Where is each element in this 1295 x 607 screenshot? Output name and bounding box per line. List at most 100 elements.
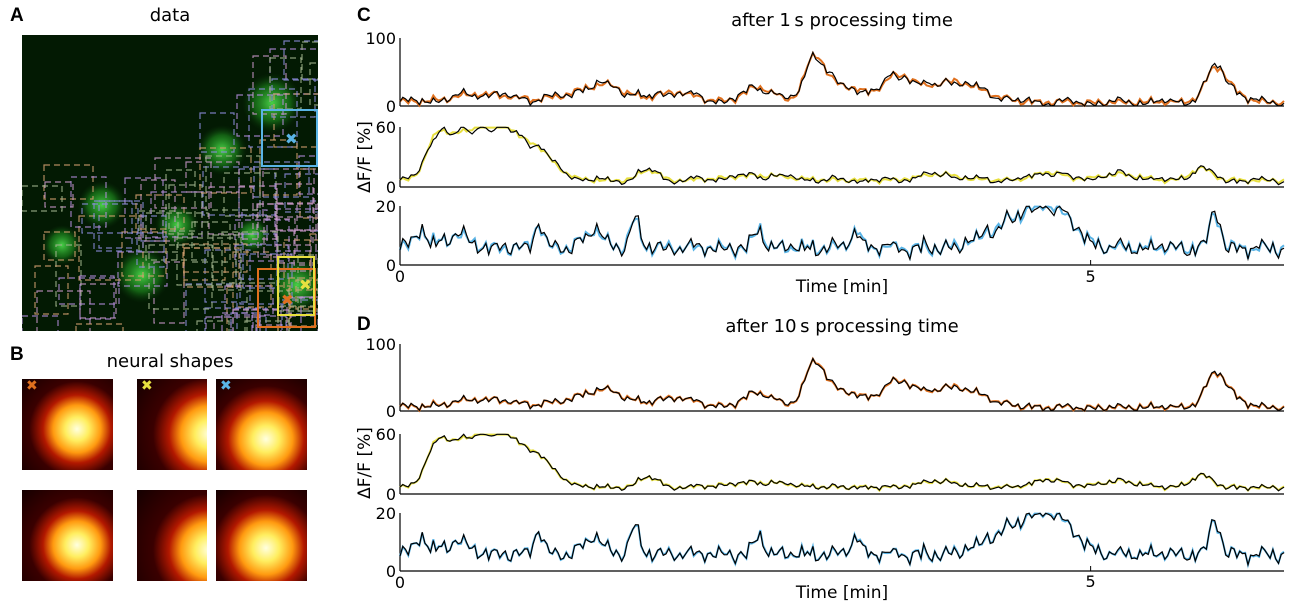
neuron-3-marker-a: ✖ (285, 130, 298, 148)
patch-outline (277, 306, 318, 331)
trace-line-1-truth (399, 357, 1285, 412)
patch-outline (283, 239, 318, 291)
trace-line-2-truth (399, 433, 1285, 492)
patch-outline (135, 194, 185, 230)
trace-line-1-estimate (399, 50, 1285, 108)
neuron-2-box (277, 256, 315, 316)
y-tick-label: 0 (386, 256, 396, 275)
patch-outline (185, 161, 240, 193)
patch-outline (199, 112, 235, 153)
patch-outline (36, 290, 91, 331)
patch-outline (165, 169, 196, 232)
patch-outline (262, 168, 315, 218)
patch-outline (204, 249, 251, 303)
patch-outline (75, 323, 124, 331)
neuron-2-marker-a: ✖ (299, 276, 312, 294)
patch-outline (283, 40, 318, 81)
panel-c-title: after 1 s processing time (731, 10, 953, 31)
cell-blob (114, 247, 170, 303)
neural-shape-top-3: ✖ (216, 379, 307, 470)
patch-outline (191, 221, 231, 263)
x-tick-label: 5 (1086, 572, 1096, 591)
patch-outline (70, 176, 107, 228)
patch-outline (273, 93, 318, 148)
patch-outline (140, 215, 167, 242)
patch-outline (234, 219, 290, 262)
patch-outline (79, 283, 117, 319)
patch-outline (259, 139, 298, 196)
panel-letter-b: B (10, 344, 24, 365)
patch-outline (224, 285, 274, 316)
neural-shape-bottom-1 (22, 490, 113, 581)
patch-outline (148, 244, 213, 310)
patch-outline (208, 186, 254, 235)
patch-outline (286, 296, 318, 331)
panel-d-title: after 10 s processing time (725, 316, 959, 337)
patch-outline (274, 208, 318, 252)
x-axis-label: Time [min] (795, 583, 888, 603)
patch-outline (269, 57, 302, 110)
patch-outline (153, 261, 185, 324)
patch-outline (248, 88, 298, 148)
patch-outline (253, 161, 310, 198)
patch-outline (182, 243, 248, 273)
y-tick-label: 20 (376, 197, 396, 216)
patch-outline (271, 78, 316, 118)
patch-outline (81, 203, 139, 234)
x-tick-label: 0 (395, 573, 405, 592)
patch-outline (212, 234, 242, 291)
patch-outline (238, 185, 278, 240)
panel-letter-c: C (357, 5, 371, 26)
patch-outline (79, 275, 115, 320)
neuron-1-marker-a: ✖ (281, 291, 294, 309)
patch-outline (140, 179, 176, 242)
patch-outline (221, 312, 254, 331)
patch-outline (256, 203, 318, 232)
patch-outline (284, 173, 318, 213)
trace-line-2-truth (399, 126, 1285, 186)
neuron-3-marker-b: ✖ (220, 379, 232, 394)
y-axis-label: ΔF/F [%] (355, 121, 375, 193)
patch-outline (309, 233, 318, 290)
patch-outline (205, 316, 232, 331)
y-tick-label: 0 (386, 485, 396, 504)
y-tick-label: 100 (365, 29, 396, 48)
patch-outline (309, 62, 318, 106)
patch-outline (263, 218, 296, 256)
patch-outline (58, 277, 120, 305)
trace-line-2-estimate (399, 433, 1285, 493)
patch-outline (246, 290, 290, 331)
patch-outline (154, 157, 212, 209)
neuron-1-marker-b: ✖ (26, 379, 38, 394)
neuron-2-marker-b: ✖ (141, 379, 153, 394)
neuron-3-box (261, 109, 318, 167)
patch-outline (205, 155, 261, 211)
patch-outline (255, 324, 288, 331)
patch-outline (22, 185, 63, 212)
patch-outline (199, 147, 252, 194)
y-tick-label: 60 (376, 425, 396, 444)
patch-outline (252, 55, 287, 115)
x-axis-label: Time [min] (795, 277, 888, 297)
trace-line-3-estimate (399, 205, 1285, 262)
trace-line-3-truth (399, 512, 1285, 568)
patch-outline (298, 155, 318, 195)
x-tick-label: 0 (395, 267, 405, 286)
neural-shape-bottom-3 (216, 490, 307, 581)
patch-outline (44, 181, 74, 208)
panel-b-title: neural shapes (106, 351, 234, 372)
patch-outline (244, 320, 290, 331)
patch-outline (297, 254, 318, 312)
patch-outline (204, 307, 267, 331)
patch-outline (295, 279, 318, 310)
patch-outline (275, 183, 314, 246)
neural-shape-bottom-2 (137, 490, 207, 581)
patch-outline (196, 320, 230, 331)
y-tick-label: 0 (386, 178, 396, 197)
patch-outline (300, 296, 318, 331)
panel-letter-a: A (10, 5, 24, 26)
neural-shape-top-1: ✖ (22, 379, 113, 470)
y-tick-label: 0 (386, 562, 396, 581)
trace-line-2-estimate (399, 126, 1285, 186)
